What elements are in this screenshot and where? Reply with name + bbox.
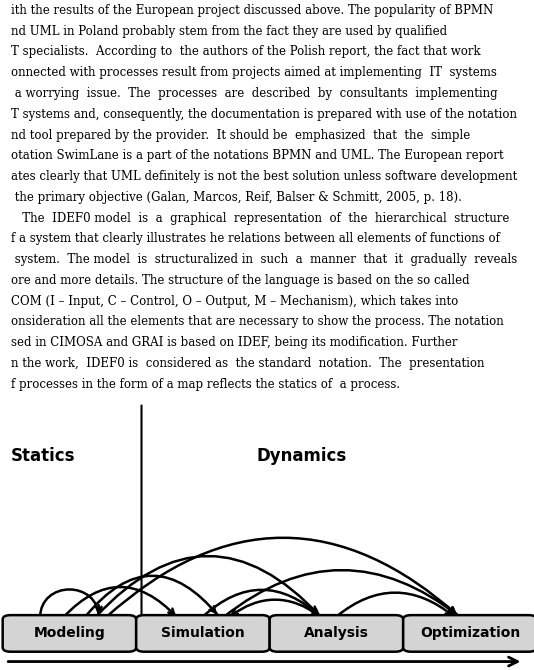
Text: Modeling: Modeling xyxy=(34,626,105,641)
Text: Optimization: Optimization xyxy=(420,626,520,641)
Text: The  IDEF0 model  is  a  graphical  representation  of  the  hierarchical  struc: The IDEF0 model is a graphical represent… xyxy=(11,212,509,224)
Text: COM (I – Input, C – Control, O – Output, M – Mechanism), which takes into: COM (I – Input, C – Control, O – Output,… xyxy=(11,295,458,308)
Text: nd UML in Poland probably stem from the fact they are used by qualified: nd UML in Poland probably stem from the … xyxy=(11,25,447,38)
Text: T systems and, consequently, the documentation is prepared with use of the notat: T systems and, consequently, the documen… xyxy=(11,108,517,121)
Text: nd tool prepared by the provider.  It should be  emphasized  that  the  simple: nd tool prepared by the provider. It sho… xyxy=(11,129,470,141)
FancyBboxPatch shape xyxy=(136,615,270,652)
Text: onnected with processes result from projects aimed at implementing  IT  systems: onnected with processes result from proj… xyxy=(11,66,497,79)
Text: a worrying  issue.  The  processes  are  described  by  consultants  implementin: a worrying issue. The processes are desc… xyxy=(11,87,497,100)
Text: n the work,  IDEF0 is  considered as  the standard  notation.  The  presentation: n the work, IDEF0 is considered as the s… xyxy=(11,357,484,370)
Text: f a system that clearly illustrates he relations between all elements of functio: f a system that clearly illustrates he r… xyxy=(11,232,499,245)
Text: Dynamics: Dynamics xyxy=(256,447,347,465)
FancyBboxPatch shape xyxy=(403,615,534,652)
Text: f processes in the form of a map reflects the statics of  a process.: f processes in the form of a map reflect… xyxy=(11,378,400,391)
Text: otation SwimLane is a part of the notations BPMN and UML. The European report: otation SwimLane is a part of the notati… xyxy=(11,149,504,162)
Text: ith the results of the European project discussed above. The popularity of BPMN: ith the results of the European project … xyxy=(11,4,493,17)
FancyBboxPatch shape xyxy=(3,615,136,652)
Text: sed in CIMOSA and GRAI is based on IDEF, being its modification. Further: sed in CIMOSA and GRAI is based on IDEF,… xyxy=(11,336,457,349)
Text: the primary objective (Galan, Marcos, Reif, Balser & Schmitt, 2005, p. 18).: the primary objective (Galan, Marcos, Re… xyxy=(11,191,461,204)
Text: Statics: Statics xyxy=(11,447,75,465)
Text: ates clearly that UML definitely is not the best solution unless software develo: ates clearly that UML definitely is not … xyxy=(11,170,517,183)
Text: system.  The model  is  structuralized in  such  a  manner  that  it  gradually : system. The model is structuralized in s… xyxy=(11,253,517,266)
Text: Analysis: Analysis xyxy=(304,626,369,641)
Text: T specialists.  According to  the authors of the Polish report, the fact that wo: T specialists. According to the authors … xyxy=(11,46,480,58)
Text: Simulation: Simulation xyxy=(161,626,245,641)
Text: ore and more details. The structure of the language is based on the so called: ore and more details. The structure of t… xyxy=(11,274,469,287)
FancyBboxPatch shape xyxy=(270,615,403,652)
Text: onsideration all the elements that are necessary to show the process. The notati: onsideration all the elements that are n… xyxy=(11,316,504,328)
